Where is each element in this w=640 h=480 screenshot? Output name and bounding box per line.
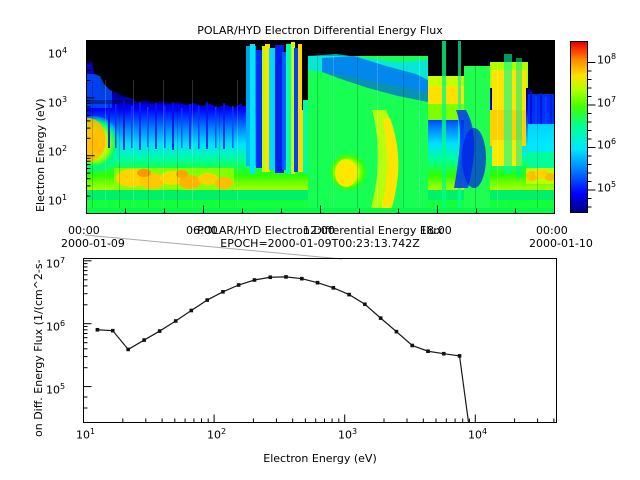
data-point [236,283,241,287]
data-point [363,302,367,307]
spectrogram-xtick-2: 12:00 [303,224,335,237]
data-point [95,327,100,332]
data-point [252,278,257,282]
spectrum-xtick-3: 103 [338,427,358,442]
spectrum-overlay-title: POLAR/HYD Electron Differential Energy F… [197,224,443,237]
colorbar-ticks [587,62,596,208]
spectrogram-title: POLAR/HYD Electron Differential Energy F… [197,24,443,37]
data-point [300,276,304,281]
data-point [268,275,273,280]
colorbar-tick-5: 105 [597,180,617,195]
data-point [410,343,415,348]
data-point [347,292,351,297]
data-point [315,280,320,285]
spectrogram-ytick-3: 103 [48,95,68,110]
spectrum-xtick-2: 102 [207,427,227,442]
data-point [284,275,288,279]
spectrogram-xtick-1: 06:00 [186,224,218,237]
data-point [110,328,115,333]
spectrogram-xdate-0: 2000-01-09 [61,237,125,250]
spectrogram-ytick-4: 104 [48,46,68,61]
spectrum-plot [83,258,557,423]
colorbar-tick-6: 106 [597,137,617,152]
colorbar-canvas [570,41,588,213]
spectrum-xtick-4: 104 [468,427,488,442]
spectrogram-xtick-0: 00:00 [68,224,100,237]
spectrogram-ytick-2: 102 [48,144,68,159]
data-point [221,289,225,294]
data-point [157,329,162,333]
spectrogram-ytick-1: 101 [48,193,68,208]
colorbar-tick-8: 108 [597,52,617,67]
data-point [142,338,146,342]
spectrogram-xdate-4: 2000-01-10 [529,237,593,250]
data-point [205,298,209,302]
data-point [126,347,130,352]
data-point [189,308,194,313]
spectrum-ytick-5: 105 [46,382,66,397]
data-point [426,349,430,354]
data-point [331,286,336,290]
data-point [441,351,446,356]
spectrum-xtick-1: 101 [76,427,96,442]
slice-leader-line [84,234,343,260]
spectrogram-xtick-4: 00:00 [536,224,568,237]
data-point [394,329,399,334]
data-point [173,319,178,323]
data-point [378,316,383,320]
spectrogram-xtick-3: 18:00 [420,224,452,237]
spectrum-series [95,275,470,423]
spectrum-ytick-7: 107 [46,256,66,271]
data-point [457,354,462,358]
spectrum-xlabel: Electron Energy (eV) [263,452,377,465]
colorbar-gradient [570,41,588,213]
spectrum-overlay-epoch: EPOCH=2000-01-09T00:23:13.742Z [220,237,420,250]
spectrogram-frame [86,40,555,214]
colorbar-tick-7: 107 [597,95,617,110]
spectrum-ytick-6: 106 [46,319,66,334]
